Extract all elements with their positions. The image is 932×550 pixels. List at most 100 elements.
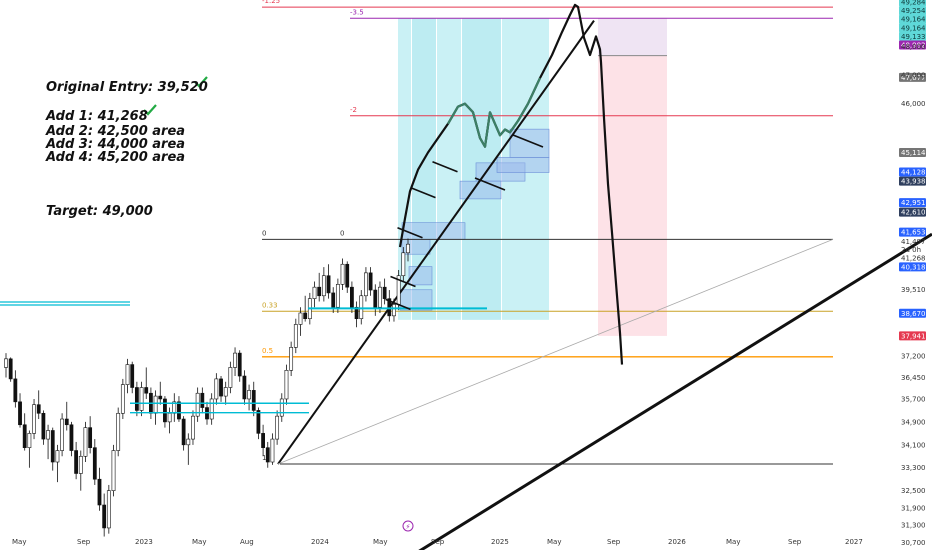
time-tick: May [547,538,561,546]
price-label: 41,653 [901,229,926,237]
time-tick: 2026 [668,538,686,546]
candle-body [368,272,373,291]
candle-body [279,398,284,417]
candle-body [354,306,359,320]
fib-label: -2 [350,106,357,114]
candle-body [4,358,8,368]
candle-body [382,286,387,299]
add-box [509,128,550,158]
add-tick-mark [512,134,544,148]
candle-body [242,375,247,400]
price-label: 49,164 [901,24,926,32]
time-tick: 2023 [135,538,153,546]
time-tick: May [373,538,387,546]
price-label-bg [899,23,926,33]
price-label-bg [899,207,926,217]
candle-body [177,401,181,420]
add1-annotation: Add 1: 41,268 [45,109,148,124]
candle-body [228,367,233,388]
add-box [496,157,550,173]
fib-label: 0 [262,229,266,237]
price-label: 49,164 [901,16,926,24]
price-label-bg [899,198,926,208]
candle-body [284,369,289,400]
price-tick: 37,200 [901,352,926,360]
annotations: Original Entry: 39,520 Add 1: 41,268 Add… [45,80,208,219]
candle-body [158,395,163,400]
candles-layer [4,238,410,537]
candle-body [22,424,27,448]
price-tick: 33,300 [901,464,926,472]
add-tick-mark [410,186,436,199]
candle-body [331,292,336,308]
candle-body [298,312,303,325]
price-label: 45,114 [901,149,926,157]
candle-body [167,412,172,423]
candle-body [233,352,237,368]
candle-body [116,412,121,451]
target-annotation: Target: 49,000 [46,204,153,219]
candle-body [378,286,382,308]
price-label: 2d 0h [901,246,921,254]
candle-body [406,243,410,254]
candle-body [130,364,135,388]
candle-body [350,286,354,308]
event-marker-glyph: ⚡ [406,523,411,531]
price-axis: USD49,28449,25449,16449,16449,13348,9824… [899,0,926,547]
candle-body [13,378,18,403]
price-label: 38,670 [901,310,926,318]
time-tick: Aug [240,538,254,546]
price-tick: 30,700 [901,539,926,547]
candle-body [359,295,364,320]
fib-label: 0 [340,229,344,237]
candle-body [373,289,378,308]
candle-body [261,433,265,448]
event-marker-icon [402,520,414,532]
candle-body [303,312,308,320]
overlay-layer: ⚡ [130,3,624,532]
price-label-bg [899,227,926,237]
price-label: 49,133 [901,33,926,41]
candle-body [321,275,326,297]
zones-layer [398,18,667,336]
candle-body [186,438,191,446]
price-tick: 46,000 [901,100,926,108]
trendline [418,232,932,550]
time-tick: May [726,538,740,546]
fib-label: -1.25 [262,0,280,5]
candle-body [32,404,36,434]
time-tick: 2025 [491,538,509,546]
candle-body [55,450,60,463]
price-label: 49,254 [901,7,926,15]
price-label-bg [899,262,926,272]
add-tick-mark [390,275,416,288]
fib-levels-layer: -1.25 -3.5 -2 0 0.33 0.5 1 0 [0,0,833,465]
time-tick: Sep [788,538,802,546]
add-tick-mark [397,226,423,239]
fib-label: 0.33 [262,301,278,309]
price-label-bg [899,147,926,157]
price-label-bg [899,167,926,177]
candle-body [64,418,69,426]
price-label-bg [899,6,926,16]
add4-annotation: Add 4: 45,200 area [45,150,185,165]
price-label-bg [899,308,926,318]
price-tick: 31,300 [901,522,926,530]
candle-body [46,430,50,440]
time-axis: May Sep 2023 May Aug 2024 May Sep 2025 May Sep 2026… [12,538,863,546]
time-tick: Sep [431,538,445,546]
candle-body [265,447,270,463]
price-label: 42,951 [901,199,926,207]
add-box [459,180,502,200]
candle-body [312,286,317,299]
candle-body [163,398,167,423]
fib-label: 1 [262,454,266,462]
candle-body [60,418,64,451]
candle-body [153,395,158,414]
candle-body [50,430,55,463]
stop-zone [598,24,667,336]
price-label: 39,510 [901,286,926,294]
candle-body [364,272,368,297]
add-tick-mark [474,177,506,191]
